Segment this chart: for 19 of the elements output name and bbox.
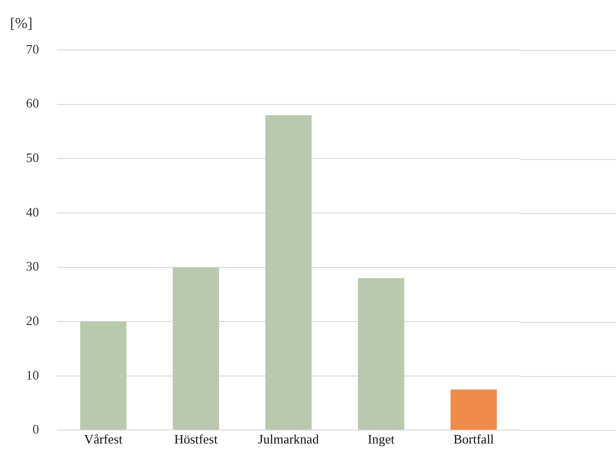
x-tick-label: Inget	[368, 431, 395, 446]
y-tick-label: 60	[26, 96, 39, 111]
y-tick-label: 10	[26, 367, 39, 382]
bar	[172, 267, 220, 430]
y-tick-label: 50	[26, 150, 39, 166]
bar	[80, 322, 126, 430]
y-tick-label: 30	[26, 258, 39, 274]
y-axis-title: [%]	[10, 16, 32, 32]
x-tick-label: Julmarknad	[258, 431, 320, 446]
bar	[265, 115, 312, 430]
x-tick-label: Bortfall	[453, 431, 494, 446]
x-tick-label: Vårfest	[84, 431, 123, 446]
x-tick-label: Höstfest	[174, 431, 218, 446]
bar	[358, 278, 404, 430]
bar	[450, 389, 497, 430]
y-tick-label: 70	[26, 41, 39, 56]
y-tick-label: 20	[26, 312, 39, 328]
y-tick-label: 0	[32, 422, 39, 437]
y-tick-label: 40	[26, 204, 39, 220]
